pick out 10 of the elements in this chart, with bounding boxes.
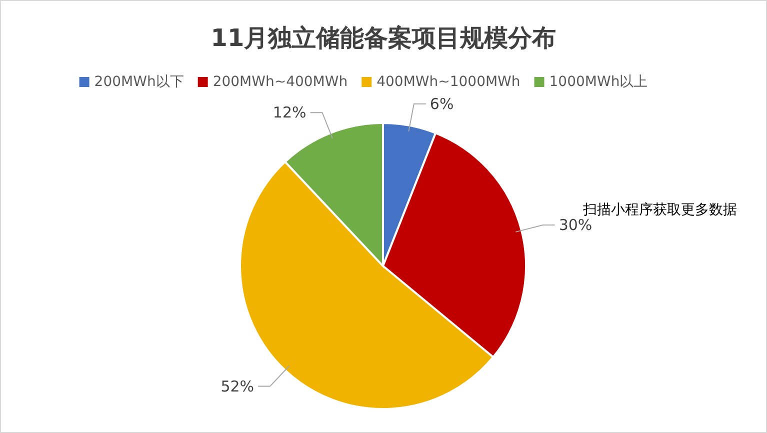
data-label: 30% (558, 216, 592, 234)
legend-label: 1000MWh以上 (549, 74, 648, 90)
legend-label: 200MWh以下 (94, 74, 184, 90)
data-label: 6% (430, 94, 454, 113)
data-label: 52% (220, 377, 254, 396)
text: 扫描小程序获取更多数据 (582, 202, 737, 218)
data-label: 12% (272, 104, 306, 122)
legend-label: 400MWh~1000MWh (376, 74, 520, 90)
legend-label: 200MWh~400MWh (212, 74, 348, 90)
chart-title: 11月独立储能备案项目规模分布 (210, 24, 556, 52)
